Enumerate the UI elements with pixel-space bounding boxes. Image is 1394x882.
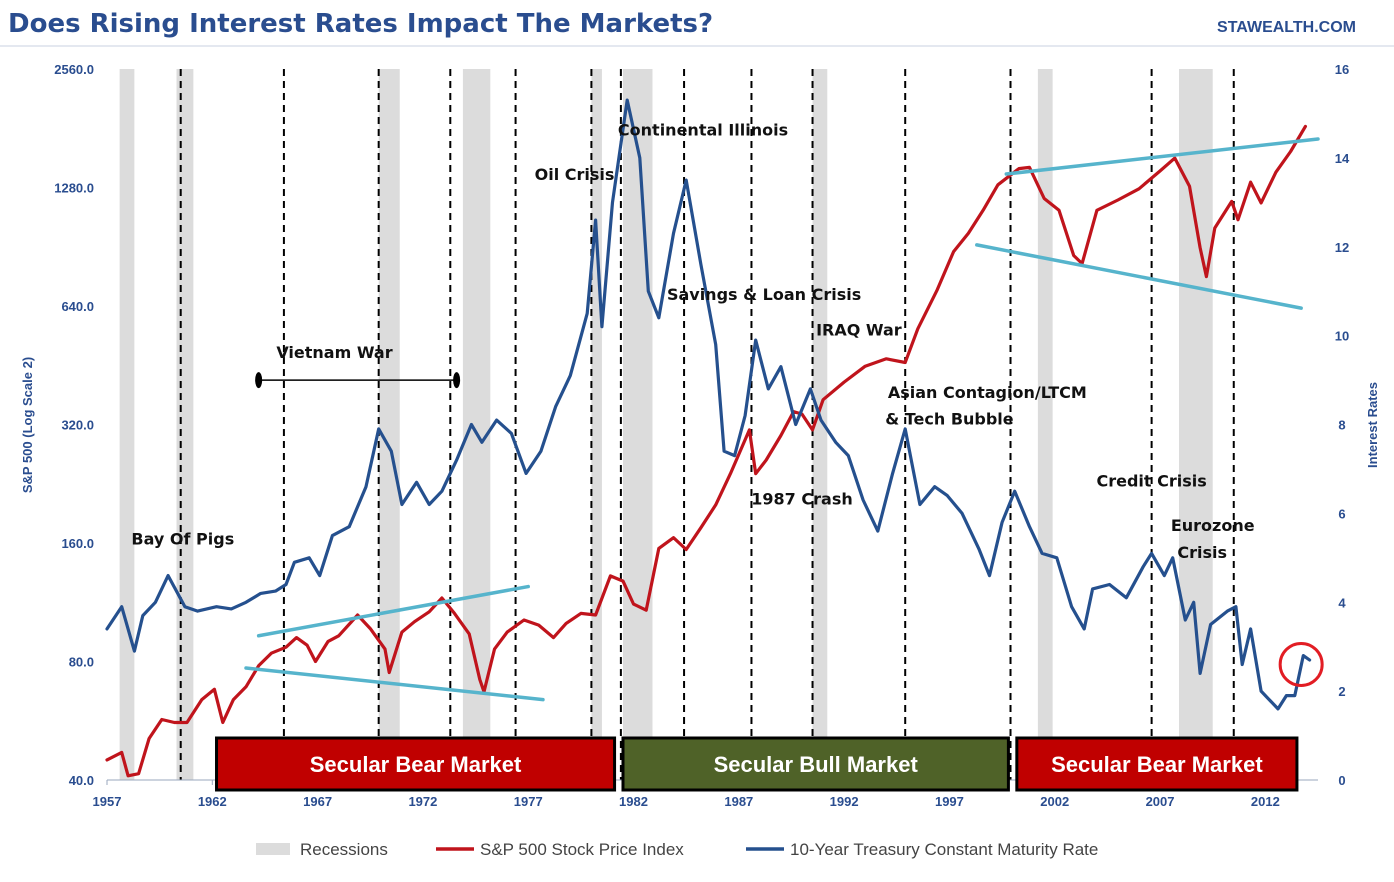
legend-label: 10-Year Treasury Constant Maturity Rate [790,840,1098,859]
left-axis-ticks: 2560.0 1280.0 640.0 320.0 160.0 80.0 40.0 [54,62,94,788]
event-label: Vietnam War [276,343,392,362]
y-left-tick-label: 1280.0 [54,181,94,196]
event-label: & Tech Bubble [885,410,1014,429]
recession-band [176,69,194,780]
sp500-line [105,124,1308,778]
event-label: Savings & Loan Crisis [667,285,861,304]
source-label: STAWEALTH.COM [1217,19,1356,36]
y-left-tick-label: 320.0 [61,418,94,433]
era-box [215,736,617,792]
y-right-tick-label: 12 [1335,240,1349,255]
vietnam-war-end-marker [453,372,461,389]
highlight-marker [1278,641,1324,687]
legend: Recessions S&P 500 Stock Price Index 10-Ye… [256,840,1098,859]
x-tick-label: 2007 [1146,794,1175,809]
event-label: Continental Illinois [618,121,788,140]
series-lines [105,98,1312,778]
treasury-rate-line [105,98,1312,711]
x-tick-label: 1957 [93,794,122,809]
recession-band [462,69,491,780]
recession-band [1037,69,1053,780]
x-axis-ticks: 1957 1962 1967 1972 1977 1982 1987 1992 1997 2002… [93,780,1280,809]
x-tick-label: 1967 [303,794,332,809]
event-label: 1987 Crash [751,489,852,508]
y-left-tick-label: 40.0 [69,773,94,788]
y-right-tick-label: 14 [1335,151,1350,166]
event-lines [179,69,1235,780]
legend-recession-swatch [256,843,290,855]
y-right-tick-label: 0 [1338,773,1345,788]
y-right-tick-label: 2 [1338,684,1345,699]
era-box [1015,736,1299,792]
trendline [256,584,530,638]
event-label: Oil Crisis [535,165,615,184]
event-labels: Bay Of Pigs Vietnam War Oil Crisis Continen… [131,121,1254,562]
event-label: Crisis [1177,543,1227,562]
event-label: Eurozone [1171,516,1255,535]
x-tick-label: 1962 [198,794,227,809]
left-axis-label: S&P 500 (Log Scale 2) [20,357,35,493]
highlight-circle [1278,641,1324,687]
x-tick-label: 1987 [724,794,753,809]
y-left-tick-label: 2560.0 [54,62,94,77]
recession-band [378,69,400,780]
recession-band [812,69,828,780]
y-right-tick-label: 10 [1335,329,1349,344]
vietnam-war-start-marker [255,372,263,389]
event-label: IRAQ War [816,321,902,340]
era-label: Secular Bear Market [310,752,522,777]
right-axis-ticks: 16 14 12 10 8 6 4 2 0 [1335,62,1350,788]
recession-band [119,69,135,780]
trendline [244,666,545,702]
market-era-boxes: Secular Bear Market Secular Bull Market Se… [215,736,1299,792]
y-right-tick-label: 8 [1338,418,1345,433]
event-label: Asian Contagion/LTCM [888,383,1087,402]
y-right-tick-label: 4 [1338,595,1346,610]
era-box [621,736,1010,792]
y-left-tick-label: 80.0 [69,655,94,670]
x-tick-label: 2012 [1251,794,1280,809]
trendline [1004,137,1320,176]
x-tick-label: 1982 [619,794,648,809]
y-right-tick-label: 6 [1338,506,1345,521]
x-tick-label: 1992 [830,794,859,809]
recession-bands [119,69,1213,780]
recession-band [1178,69,1213,780]
event-label: Credit Crisis [1096,472,1206,491]
x-tick-label: 2002 [1040,794,1069,809]
y-left-tick-label: 160.0 [61,536,94,551]
x-tick-label: 1977 [514,794,543,809]
x-tick-label: 1972 [408,794,437,809]
chart-title: Does Rising Interest Rates Impact The Ma… [8,9,713,39]
recession-band [622,69,653,780]
y-left-tick-label: 640.0 [61,299,94,314]
x-tick-label: 1997 [935,794,964,809]
trendline [975,243,1303,310]
era-label: Secular Bear Market [1051,752,1263,777]
trendlines [244,137,1320,702]
legend-label: Recessions [300,840,388,859]
right-axis-label: Interest Rates [1365,382,1380,468]
recession-band [591,69,602,780]
legend-label: S&P 500 Stock Price Index [480,840,684,859]
y-right-tick-label: 16 [1335,62,1349,77]
era-label: Secular Bull Market [714,752,919,777]
event-label: Bay Of Pigs [131,529,234,548]
